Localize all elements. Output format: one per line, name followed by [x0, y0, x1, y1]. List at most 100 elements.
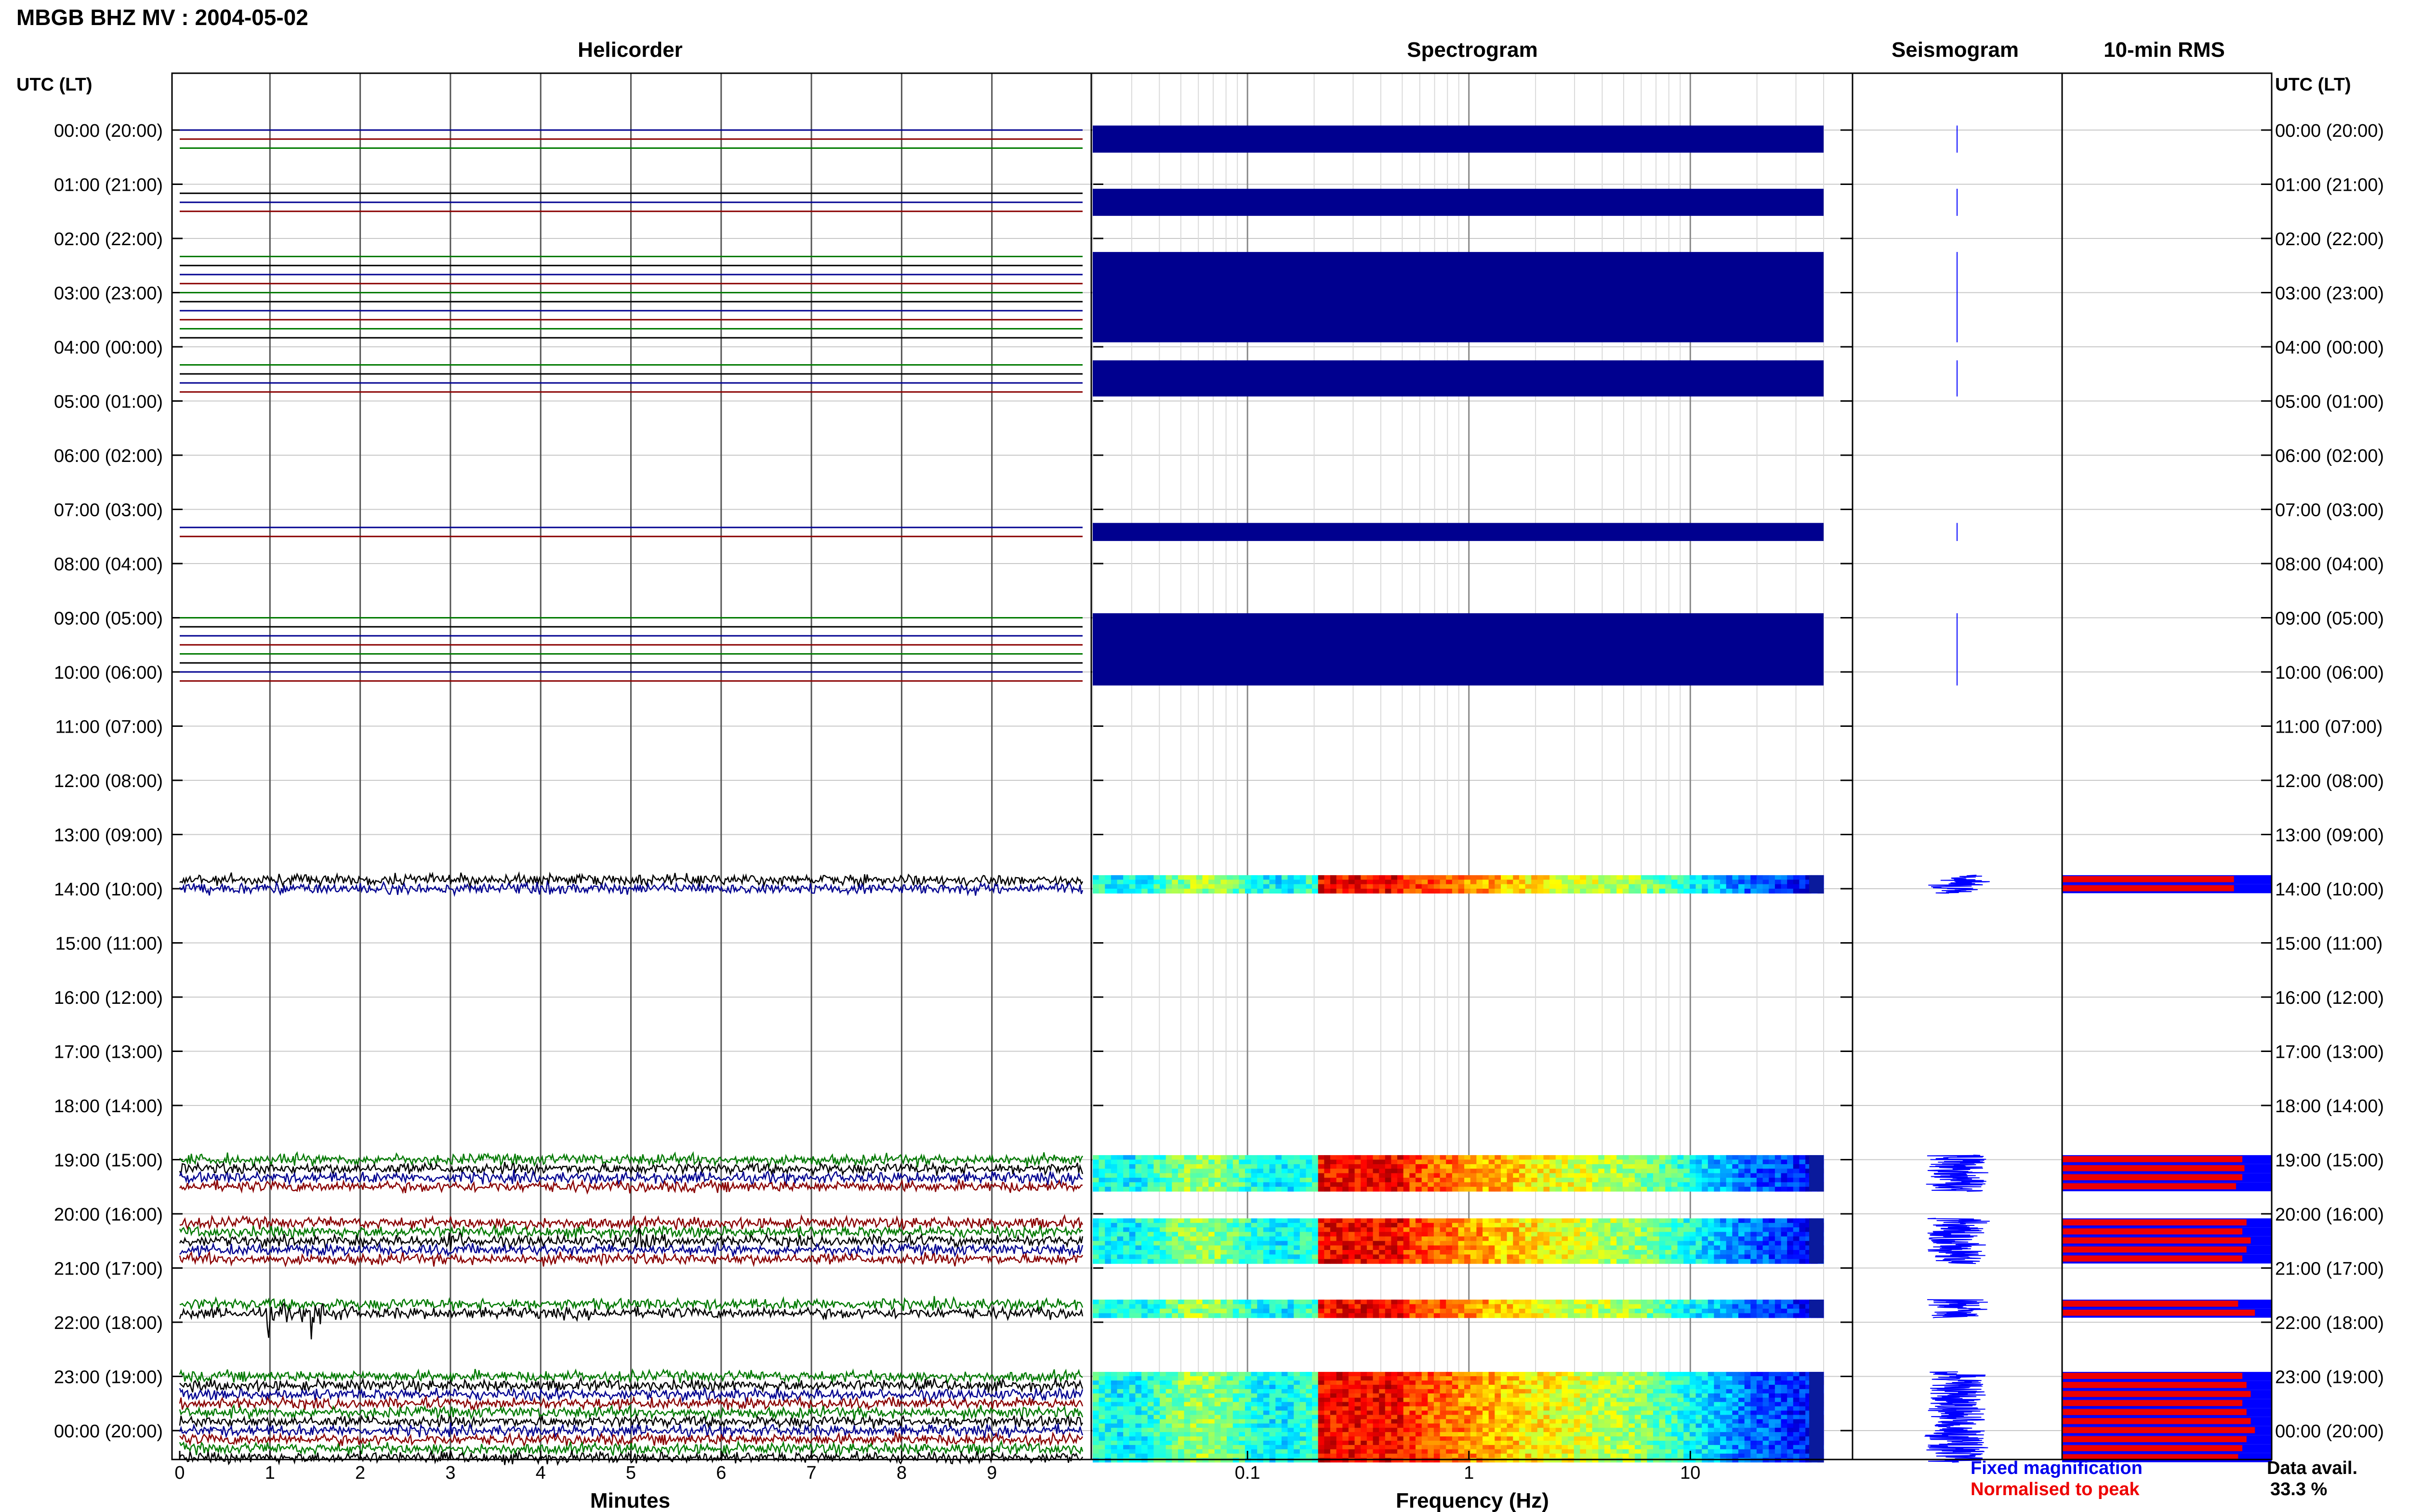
hour-label-right: 21:00 (17:00): [2275, 1259, 2384, 1279]
hour-label-right: 00:00 (20:00): [2275, 1421, 2384, 1442]
utc-header-left: UTC (LT): [16, 75, 93, 95]
hour-label-left: 04:00 (00:00): [54, 338, 163, 358]
data-availability-value: 33.3 %: [2270, 1479, 2327, 1499]
hour-label-right: 19:00 (15:00): [2275, 1151, 2384, 1171]
spectrogram-block-empty: [1093, 188, 1824, 216]
helicorder-trace: [179, 1302, 1084, 1340]
helicorder-trace: [179, 1160, 1084, 1177]
helicorder-trace: [179, 1394, 1084, 1413]
frequency-tick-label: 1: [1464, 1463, 1474, 1483]
hour-label-left: 16:00 (12:00): [54, 988, 163, 1008]
minute-tick-label: 1: [265, 1463, 275, 1483]
hour-label-right: 00:00 (20:00): [2275, 121, 2384, 141]
helicorder-trace: [179, 1179, 1083, 1195]
hour-label-right: 07:00 (03:00): [2275, 500, 2384, 521]
figure-title: MBGB BHZ MV : 2004-05-02: [16, 5, 308, 30]
rms-bar-fixed: [2062, 1373, 2243, 1379]
hour-label-left: 12:00 (08:00): [54, 771, 163, 791]
helicorder-trace: [179, 1422, 1084, 1441]
hour-label-right: 18:00 (14:00): [2275, 1096, 2384, 1117]
rms-bar-fixed: [2062, 1381, 2247, 1388]
rms-bar-fixed: [2062, 1255, 2243, 1262]
hour-label-right: 13:00 (09:00): [2275, 826, 2384, 846]
hour-label-left: 03:00 (23:00): [54, 284, 163, 304]
rms-bar-fixed: [2062, 1454, 2238, 1460]
helicorder-trace: [179, 1250, 1084, 1268]
hour-label-left: 01:00 (21:00): [54, 175, 163, 196]
spectrogram-block-data: [1093, 1300, 1824, 1318]
hour-label-left: 20:00 (16:00): [54, 1205, 163, 1225]
hour-label-right: 23:00 (19:00): [2275, 1367, 2384, 1388]
minute-tick-label: 5: [626, 1463, 636, 1483]
rms-bar-fixed: [2062, 1391, 2251, 1397]
seismogram-plot: [1924, 125, 1990, 1463]
utc-header-right: UTC (LT): [2275, 75, 2351, 95]
spectrogram-block-data: [1093, 1372, 1824, 1463]
hour-label-left: 15:00 (11:00): [55, 934, 163, 954]
seismogram-trace-signal: [1924, 1371, 1988, 1463]
minute-tick-label: 2: [355, 1463, 365, 1483]
rms-bar-fixed: [2062, 1156, 2243, 1162]
spectrogram-block-empty: [1093, 613, 1824, 686]
seismogram-trace-signal: [1927, 1299, 1988, 1318]
hour-label-right: 22:00 (18:00): [2275, 1313, 2384, 1333]
minutes-axis-label: Minutes: [590, 1489, 670, 1512]
hour-label-right: 16:00 (12:00): [2275, 988, 2384, 1008]
helicorder-traces: [179, 129, 1084, 1466]
hour-label-right: 09:00 (05:00): [2275, 609, 2384, 629]
helicorder-trace: [179, 1386, 1084, 1404]
spectrogram-block-data: [1093, 875, 1824, 894]
hour-label-left: 00:00 (20:00): [54, 1421, 163, 1442]
hour-label-left: 07:00 (03:00): [54, 500, 163, 521]
hour-label-right: 01:00 (21:00): [2275, 175, 2384, 196]
helicorder-trace: [179, 1413, 1084, 1430]
rms-bar-fixed: [2062, 1246, 2247, 1253]
rms-plot: [2062, 875, 2272, 1462]
rms-bar-fixed: [2062, 1409, 2247, 1415]
rms-bar-fixed: [2062, 1309, 2255, 1316]
hour-label-left: 06:00 (02:00): [54, 446, 163, 466]
rms-bar-fixed: [2062, 1219, 2247, 1226]
hour-label-left: 22:00 (18:00): [54, 1313, 163, 1333]
helicorder-trace: [179, 1376, 1084, 1394]
hour-label-left: 23:00 (19:00): [54, 1367, 163, 1388]
rms-bar-fixed: [2062, 1183, 2237, 1190]
rms-bar-fixed: [2062, 1237, 2251, 1244]
hour-label-left: 13:00 (09:00): [54, 826, 163, 846]
frequency-tick-label: 10: [1680, 1463, 1700, 1483]
hour-label-right: 11:00 (07:00): [2275, 717, 2383, 737]
helicorder-panel-title: Helicorder: [578, 38, 683, 62]
seismogram-trace-signal: [1926, 1155, 1988, 1192]
spectrogram-block-empty: [1093, 360, 1824, 397]
helicorder-trace: [179, 1151, 1084, 1169]
minute-tick-label: 0: [174, 1463, 185, 1483]
spectrogram-block-empty: [1093, 125, 1824, 153]
spectrogram-block-empty: [1093, 523, 1824, 541]
legend-fixed-magnification: Fixed magnification: [1971, 1458, 2143, 1478]
spectrogram-block-data: [1093, 1218, 1824, 1264]
hour-label-right: 12:00 (08:00): [2275, 771, 2384, 791]
hour-label-left: 11:00 (07:00): [55, 717, 163, 737]
hour-label-right: 02:00 (22:00): [2275, 229, 2384, 250]
hour-label-left: 00:00 (20:00): [54, 121, 163, 141]
helicorder-trace: [179, 1227, 1084, 1251]
rms-bar-fixed: [2062, 1400, 2243, 1407]
spectrogram-plot: [1093, 125, 1824, 1463]
hour-label-right: 14:00 (10:00): [2275, 880, 2384, 900]
spectrogram-block-data: [1093, 1155, 1824, 1192]
seismogram-trace-signal: [1928, 874, 1990, 894]
hour-label-left: 02:00 (22:00): [54, 229, 163, 250]
hour-label-left: 08:00 (04:00): [54, 554, 163, 575]
minute-tick-label: 9: [987, 1463, 997, 1483]
plot-frame: [171, 72, 2273, 1460]
helicorder-trace: [179, 1404, 1084, 1421]
rms-bar-fixed: [2062, 1228, 2243, 1235]
spectrogram-panel-title: Spectrogram: [1407, 38, 1537, 62]
rms-bar-fixed: [2062, 1301, 2238, 1307]
hour-label-left: 10:00 (06:00): [54, 663, 163, 683]
hour-label-left: 14:00 (10:00): [54, 880, 163, 900]
hour-labels: 00:00 (20:00) 00:00 (20:00) 01:00 (21:00) 0…: [54, 121, 2384, 1442]
rms-bar-fixed: [2062, 1174, 2243, 1181]
hour-label-right: 05:00 (01:00): [2275, 392, 2384, 412]
